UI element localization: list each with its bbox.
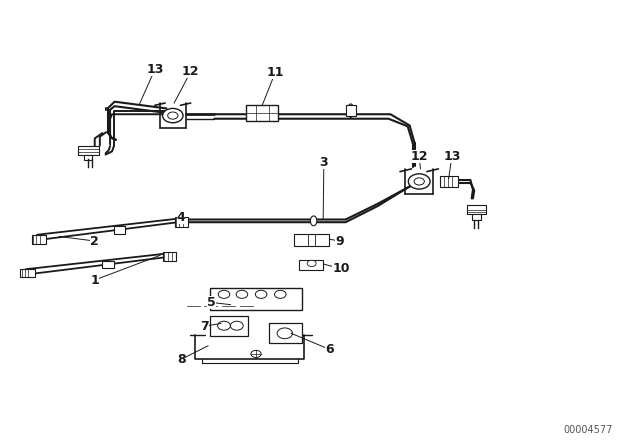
Text: 00004577: 00004577 xyxy=(564,426,613,435)
Text: 13: 13 xyxy=(443,150,461,164)
Circle shape xyxy=(414,178,424,185)
Text: 2: 2 xyxy=(90,234,99,248)
Bar xyxy=(467,205,486,214)
Bar xyxy=(472,214,481,220)
Text: 10: 10 xyxy=(332,262,350,276)
Bar xyxy=(269,323,302,343)
Text: 3: 3 xyxy=(319,155,328,169)
Bar xyxy=(346,105,356,116)
Circle shape xyxy=(163,108,183,123)
Circle shape xyxy=(277,328,292,339)
Bar xyxy=(299,260,323,270)
Text: 5: 5 xyxy=(207,296,216,309)
Ellipse shape xyxy=(348,104,354,117)
Bar xyxy=(210,316,248,336)
Circle shape xyxy=(168,112,178,119)
Text: 13: 13 xyxy=(146,63,164,76)
Text: 12: 12 xyxy=(182,65,200,78)
Circle shape xyxy=(236,290,248,298)
Text: 9: 9 xyxy=(335,234,344,248)
Bar xyxy=(175,217,188,227)
Text: 6: 6 xyxy=(325,343,334,356)
Bar xyxy=(440,176,458,187)
Circle shape xyxy=(218,321,230,330)
Bar xyxy=(210,288,303,310)
Bar xyxy=(32,235,46,244)
Bar xyxy=(78,146,99,155)
Text: 1: 1 xyxy=(90,273,99,287)
Bar xyxy=(163,252,176,261)
Bar xyxy=(20,269,35,277)
Bar xyxy=(102,261,114,268)
Bar xyxy=(84,155,92,160)
Circle shape xyxy=(307,260,316,267)
Text: 4: 4 xyxy=(177,211,186,224)
Circle shape xyxy=(275,290,286,298)
Ellipse shape xyxy=(310,216,317,226)
Text: 12: 12 xyxy=(410,150,428,164)
Circle shape xyxy=(408,174,430,189)
Bar xyxy=(114,226,125,234)
Text: 11: 11 xyxy=(266,66,284,79)
Circle shape xyxy=(230,321,243,330)
Text: 7: 7 xyxy=(200,319,209,333)
Circle shape xyxy=(255,290,267,298)
Bar xyxy=(294,234,329,246)
Bar xyxy=(246,105,278,121)
Text: 8: 8 xyxy=(177,353,186,366)
Circle shape xyxy=(218,290,230,298)
Circle shape xyxy=(251,350,261,358)
